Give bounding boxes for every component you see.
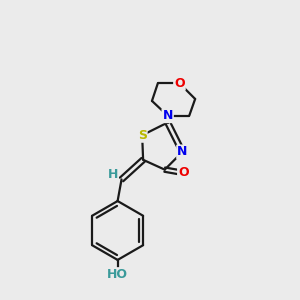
Text: H: H — [107, 168, 118, 181]
Text: O: O — [174, 77, 185, 90]
Text: HO: HO — [107, 268, 128, 281]
Text: O: O — [178, 166, 189, 179]
Text: N: N — [177, 146, 188, 158]
Text: N: N — [163, 109, 173, 122]
Text: S: S — [138, 129, 147, 142]
